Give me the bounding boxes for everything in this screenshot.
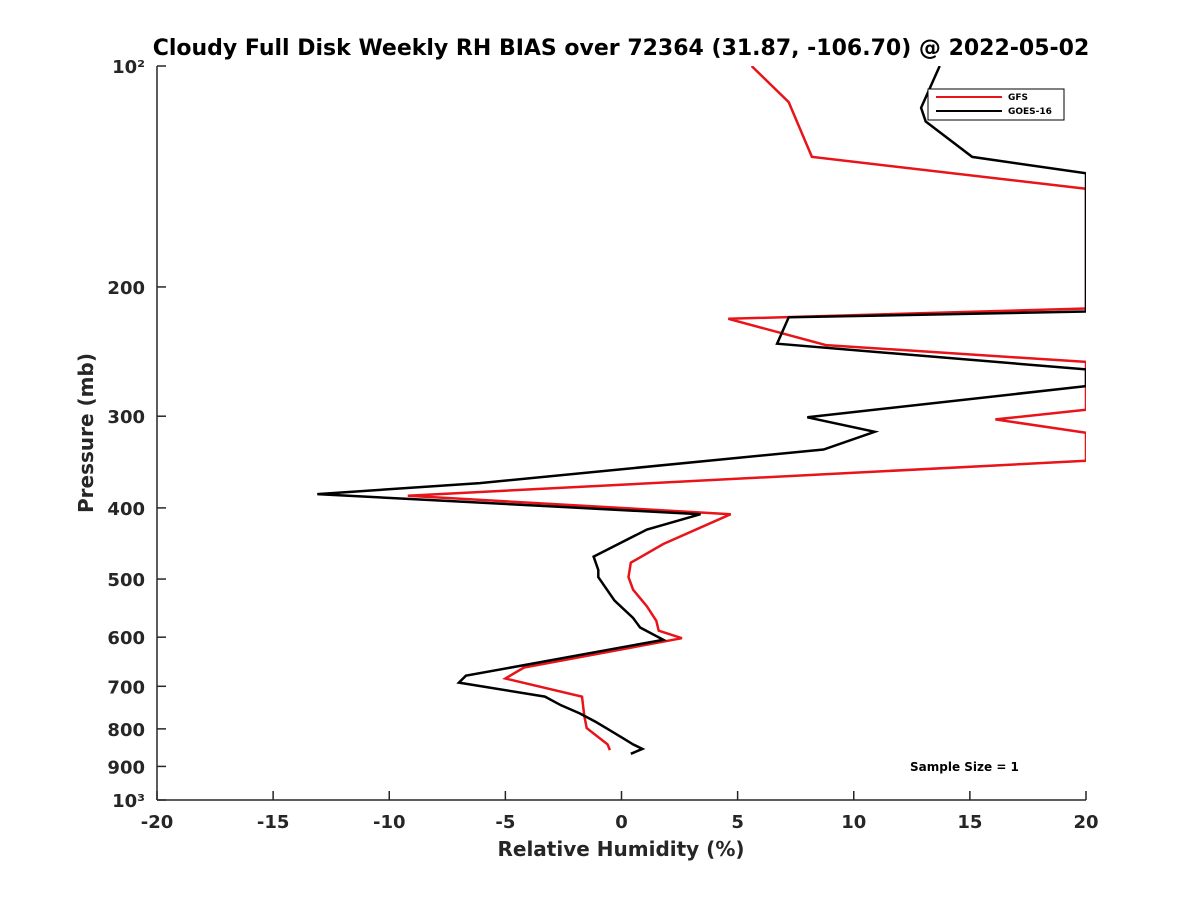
y-tick-label: 10² bbox=[112, 57, 145, 78]
legend-label-gfs: GFS bbox=[1008, 93, 1028, 103]
y-tick-label: 400 bbox=[107, 499, 145, 520]
x-tick-label: 0 bbox=[615, 812, 628, 833]
x-axis-ticks: -20 -15 -10 -5 0 5 10 15 20 bbox=[141, 791, 1099, 833]
legend-box bbox=[927, 88, 1065, 121]
y-tick-label: 500 bbox=[107, 570, 145, 591]
x-tick-label: -10 bbox=[373, 812, 406, 833]
y-axis-label: Pressure (mb) bbox=[74, 353, 98, 513]
y-tick-label: 300 bbox=[107, 407, 145, 428]
y-tick-label: 700 bbox=[107, 677, 145, 698]
series-line-gfs bbox=[407, 66, 1086, 751]
x-tick-label: 20 bbox=[1073, 812, 1098, 833]
y-tick-label: 800 bbox=[107, 720, 145, 741]
series-line-goes16 bbox=[317, 66, 1086, 755]
legend: GFS GOES-16 bbox=[927, 88, 1065, 121]
y-tick-label: 10³ bbox=[112, 791, 145, 812]
series-layer bbox=[317, 66, 1086, 755]
x-tick-label: 10 bbox=[841, 812, 866, 833]
x-tick-label: -5 bbox=[495, 812, 515, 833]
y-tick-label: 200 bbox=[107, 278, 145, 299]
x-tick-label: -20 bbox=[141, 812, 174, 833]
x-tick-label: 15 bbox=[957, 812, 982, 833]
x-tick-label: 5 bbox=[731, 812, 744, 833]
sample-size-annotation: Sample Size = 1 bbox=[910, 760, 1019, 774]
x-tick-label: -15 bbox=[257, 812, 290, 833]
legend-label-goes16: GOES-16 bbox=[1008, 107, 1052, 117]
y-tick-label: 900 bbox=[107, 757, 145, 778]
x-axis-label: Relative Humidity (%) bbox=[497, 837, 744, 861]
y-axis-ticks: 10² 200 300 400 500 600 700 800 900 10³ bbox=[107, 57, 166, 812]
y-tick-label: 600 bbox=[107, 628, 145, 649]
chart-title: Cloudy Full Disk Weekly RH BIAS over 723… bbox=[153, 36, 1090, 61]
